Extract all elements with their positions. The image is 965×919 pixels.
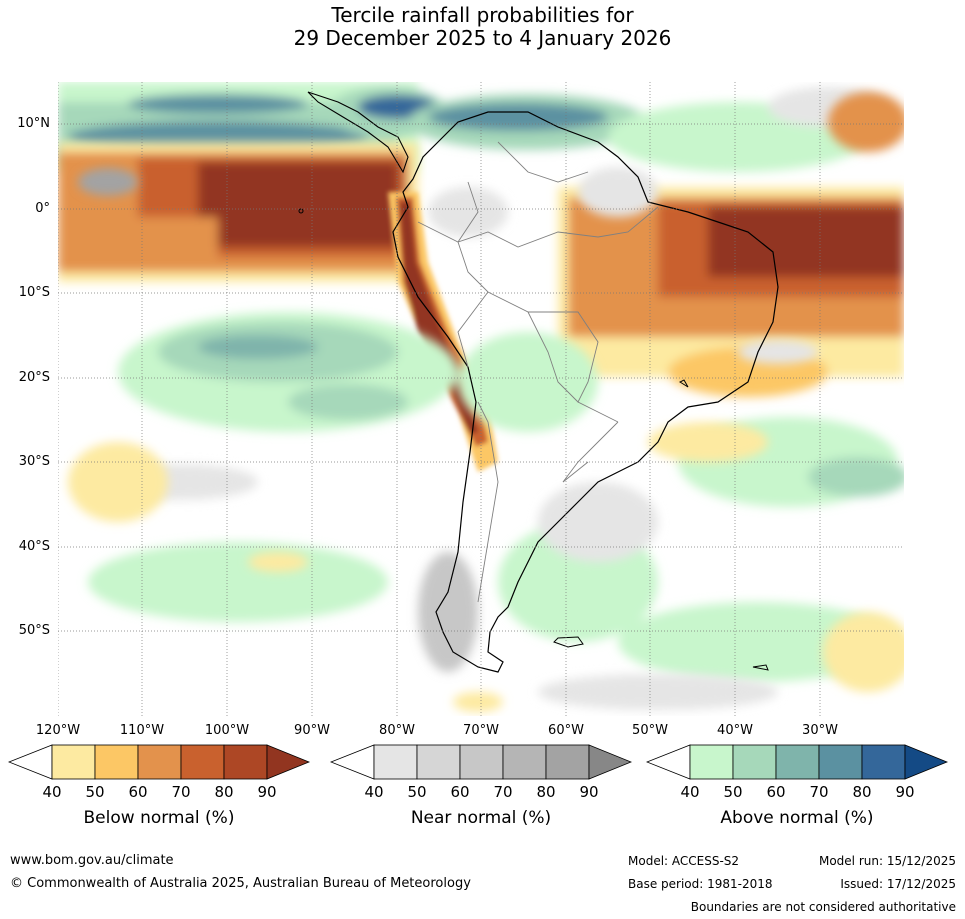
- near-swatch-5: [545, 744, 590, 780]
- lon-label-90w: 90°W: [294, 723, 330, 738]
- lat-label-10n: 10°N: [17, 116, 50, 131]
- below-tick: 40: [42, 783, 62, 801]
- website-link[interactable]: www.bom.gov.au/climate: [10, 853, 174, 868]
- below-swatch-5: [223, 744, 268, 780]
- below-normal-title: Below normal (%): [83, 808, 235, 828]
- issued-text: Issued: 17/12/2025: [840, 877, 956, 891]
- near-tick: 80: [536, 783, 556, 801]
- title-line-2: 29 December 2025 to 4 January 2026: [293, 26, 672, 50]
- lon-label-40w: 40°W: [717, 723, 753, 738]
- copyright-text: © Commonwealth of Australia 2025, Austra…: [10, 876, 471, 891]
- lon-label-110w: 110°W: [119, 723, 165, 738]
- map-title: Tercile rainfall probabilities for 29 De…: [0, 4, 965, 50]
- above-swatch-2: [732, 744, 777, 780]
- lon-label-100w: 100°W: [204, 723, 250, 738]
- below-swatch-4: [180, 744, 225, 780]
- lat-label-20s: 20°S: [18, 370, 50, 385]
- lat-label-50s: 50°S: [18, 623, 50, 638]
- above-swatch-1: [689, 744, 734, 780]
- above-swatch-5: [861, 744, 906, 780]
- below-swatch-0: [8, 744, 53, 780]
- near-normal-colorbar: [330, 744, 632, 780]
- lat-label-40s: 40°S: [18, 539, 50, 554]
- country-borders: [417, 141, 659, 603]
- above-tick: 50: [723, 783, 743, 801]
- model-run-text: Model run: 15/12/2025: [818, 854, 956, 868]
- rainfall-probability-map: [58, 82, 904, 716]
- near-tick: 60: [450, 783, 470, 801]
- title-line-1: Tercile rainfall probabilities for: [331, 3, 634, 27]
- above-swatch-0: [646, 744, 691, 780]
- near-swatch-0: [330, 744, 375, 780]
- above-normal-colorbar: [646, 744, 948, 780]
- near-swatch-3: [459, 744, 504, 780]
- below-tick: 70: [171, 783, 191, 801]
- model-text: Model: ACCESS-S2: [628, 854, 740, 868]
- near-swatch-4: [502, 744, 547, 780]
- near-swatch-6: [588, 744, 632, 780]
- lat-label-30s: 30°S: [18, 454, 50, 469]
- above-tick: 80: [852, 783, 872, 801]
- south-america-coastline: [392, 111, 779, 673]
- below-normal-equatorial-band: [58, 92, 904, 397]
- above-swatch-3: [775, 744, 820, 780]
- near-tick: 40: [364, 783, 384, 801]
- below-tick: 80: [214, 783, 234, 801]
- lat-label-10s: 10°S: [18, 285, 50, 300]
- above-tick: 40: [680, 783, 700, 801]
- near-tick: 90: [579, 783, 599, 801]
- boundaries-note: Boundaries are not considered authoritat…: [690, 900, 956, 914]
- above-normal-southeast-pacific: [88, 312, 904, 682]
- lat-label-0: 0°: [35, 201, 50, 216]
- above-tick: 60: [766, 783, 786, 801]
- below-swatch-3: [137, 744, 182, 780]
- above-normal-title: Above normal (%): [720, 808, 874, 828]
- below-swatch-1: [51, 744, 96, 780]
- below-tick: 50: [85, 783, 105, 801]
- central-america-coastline: [307, 91, 409, 174]
- lon-label-70w: 70°W: [463, 723, 499, 738]
- lon-label-50w: 50°W: [632, 723, 668, 738]
- above-swatch-4: [818, 744, 863, 780]
- above-tick: 70: [809, 783, 829, 801]
- lon-label-80w: 80°W: [379, 723, 415, 738]
- below-tick: 60: [128, 783, 148, 801]
- lon-label-30w: 30°W: [802, 723, 838, 738]
- near-swatch-1: [373, 744, 418, 780]
- below-tick: 90: [257, 783, 277, 801]
- near-swatch-2: [416, 744, 461, 780]
- near-tick: 50: [407, 783, 427, 801]
- map-canvas: [58, 82, 904, 716]
- below-normal-colorbar: [8, 744, 310, 780]
- above-swatch-6: [904, 744, 948, 780]
- near-normal-title: Near normal (%): [410, 808, 552, 828]
- above-tick: 90: [895, 783, 915, 801]
- lon-label-120w: 120°W: [35, 723, 81, 738]
- lon-label-60w: 60°W: [548, 723, 584, 738]
- below-swatch-6: [266, 744, 310, 780]
- base-period-text: Base period: 1981-2018: [628, 877, 773, 891]
- near-tick: 70: [493, 783, 513, 801]
- below-swatch-2: [94, 744, 139, 780]
- graticule: [58, 82, 904, 716]
